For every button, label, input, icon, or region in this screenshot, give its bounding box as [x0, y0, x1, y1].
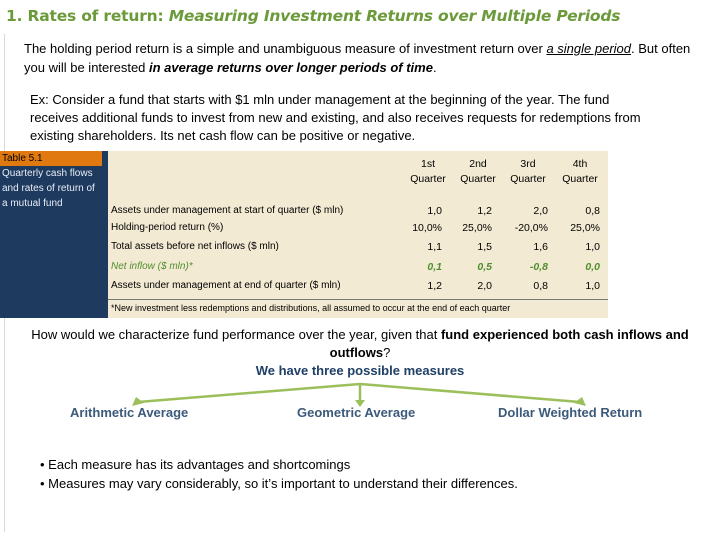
- arrowhead-left: [132, 397, 144, 406]
- measure-geometric: Geometric Average: [297, 405, 416, 420]
- header-q1-line2: Quarter: [410, 173, 446, 185]
- intro-paragraph: The holding period return is a simple an…: [24, 39, 694, 77]
- table-cell: 0,8: [585, 205, 600, 217]
- table-cell: 1,0: [427, 205, 442, 217]
- cash-flow-table: Table 5.1 Quarterly cash flows and rates…: [0, 151, 608, 318]
- bullet-text: Each measure has its advantages and shor…: [48, 457, 351, 472]
- header-q3-line2: Quarter: [510, 173, 546, 185]
- arrowhead-center: [355, 400, 365, 407]
- table-cell: 1,2: [477, 205, 492, 217]
- header-q1: 1st Quarter: [403, 157, 453, 187]
- header-q2-line2: Quarter: [460, 173, 496, 185]
- header-q4-line2: Quarter: [562, 173, 598, 185]
- table-body: 1st Quarter 2nd Quarter 3rd Quarter 4th …: [108, 151, 608, 318]
- table-cell: 1,1: [427, 241, 442, 253]
- intro-underlined: a single period: [546, 41, 632, 56]
- title-plain: Rates of return:: [27, 7, 169, 25]
- row-label-net-inflow: Net inflow ($ mln)*: [111, 261, 193, 272]
- table-cell: 1,0: [585, 241, 600, 253]
- arrowhead-right: [574, 397, 586, 406]
- table-cell: 0,5: [477, 261, 492, 273]
- question-sub: We have three possible measures: [255, 363, 465, 378]
- bullet-list: • Each measure has its advantages and sh…: [40, 455, 700, 493]
- table-cell: 2,0: [533, 205, 548, 217]
- title-italic: Measuring Investment Returns over Multip…: [168, 7, 621, 25]
- table-cell: 10,0%: [412, 222, 442, 234]
- intro-part3: .: [432, 60, 437, 75]
- header-q3-line1: 3rd: [520, 158, 536, 170]
- header-q2-line1: 2nd: [469, 158, 487, 170]
- table-cell: 0,0: [585, 261, 600, 273]
- header-q2: 2nd Quarter: [453, 157, 503, 187]
- row-label-start-assets: Assets under management at start of quar…: [111, 205, 344, 216]
- table-cell: 0,1: [427, 261, 442, 273]
- table-cell: 1,0: [585, 280, 600, 292]
- question-part1: How would we characterize fund performan…: [31, 327, 441, 342]
- example-paragraph: Ex: Consider a fund that starts with $1 …: [30, 92, 641, 143]
- list-item: • Each measure has its advantages and sh…: [40, 457, 351, 472]
- branch-connector: [132, 382, 586, 407]
- row-label-hpr: Holding-period return (%): [111, 222, 224, 233]
- intro-part1: The holding period return is a simple an…: [24, 41, 547, 56]
- intro-part2: . But often you will be interested: [24, 41, 691, 75]
- header-q4: 4th Quarter: [555, 157, 605, 187]
- table-label: Table 5.1: [0, 151, 102, 166]
- table-cell: 25,0%: [462, 222, 492, 234]
- table-cell: -0,8: [529, 261, 548, 273]
- row-label-total-before: Total assets before net inflows ($ mln): [111, 241, 279, 252]
- table-cell: 0,8: [533, 280, 548, 292]
- table-cell: 2,0: [477, 280, 492, 292]
- table-cell: 1,2: [427, 280, 442, 292]
- table-footnote: *New investment less redemptions and dis…: [111, 303, 511, 313]
- table-cell: 1,6: [533, 241, 548, 253]
- header-q4-line1: 4th: [572, 158, 588, 170]
- question-part2: ?: [383, 345, 391, 360]
- table-caption: Quarterly cash flows and rates of return…: [2, 168, 95, 209]
- table-cell: 25,0%: [570, 222, 600, 234]
- table-side-panel: Table 5.1 Quarterly cash flows and rates…: [0, 151, 108, 318]
- list-item: • Measures may vary considerably, so it’…: [40, 476, 518, 491]
- header-q3: 3rd Quarter: [503, 157, 553, 187]
- title-number: 1.: [6, 7, 28, 25]
- slide-title: 1. Rates of return: Measuring Investment…: [6, 7, 706, 25]
- table-cell: -20,0%: [514, 222, 548, 234]
- table-divider: [108, 299, 608, 300]
- bullet-text: Measures may vary considerably, so it’s …: [48, 476, 518, 491]
- row-label-end-assets: Assets under management at end of quarte…: [111, 280, 341, 291]
- measure-dollar-weighted: Dollar Weighted Return: [498, 405, 643, 420]
- measure-arithmetic: Arithmetic Average: [70, 405, 189, 420]
- intro-emphasis: in average returns over longer periods o…: [149, 60, 433, 75]
- table-cell: 1,5: [477, 241, 492, 253]
- header-q1-line1: 1st: [420, 158, 435, 170]
- question-paragraph: How would we characterize fund performan…: [20, 326, 700, 380]
- question-bold: fund experienced both cash inflows and o…: [329, 327, 689, 360]
